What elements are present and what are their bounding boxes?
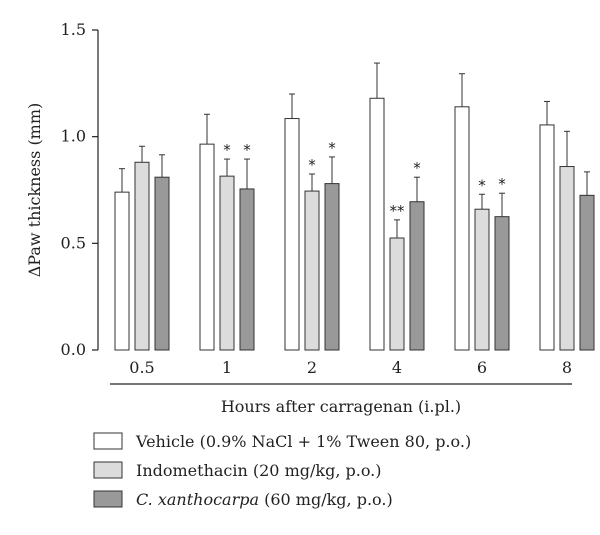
x-axis-label: Hours after carragenan (i.pl.) — [221, 397, 461, 416]
bar — [389, 237, 405, 351]
bar — [454, 106, 470, 351]
significance-marker: * — [328, 139, 336, 157]
bar — [199, 143, 215, 351]
legend-swatch — [93, 490, 123, 508]
bar — [284, 118, 300, 351]
x-tick-label: 0.5 — [129, 358, 154, 377]
y-tick-label: 0.5 — [61, 233, 86, 252]
legend-label: Vehicle (0.9% NaCl + 1% Tween 80, p.o.) — [135, 432, 471, 451]
bar — [114, 191, 130, 351]
significance-marker: * — [308, 156, 316, 174]
x-tick-label: 1 — [222, 358, 232, 377]
bar — [239, 188, 255, 351]
y-axis-label: ΔPaw thickness (mm) — [25, 103, 44, 278]
legend-swatch — [93, 461, 123, 479]
bar — [579, 194, 595, 351]
y-tick-label: 1.0 — [61, 127, 86, 146]
bar — [369, 97, 385, 351]
bar — [539, 124, 555, 351]
bar — [134, 161, 150, 351]
bar — [324, 183, 340, 351]
bar — [474, 208, 490, 351]
significance-marker: * — [243, 141, 251, 159]
y-tick-label: 1.5 — [61, 20, 86, 39]
y-axis: 0.0 0.5 1.0 1.5 ΔPaw thickness (mm) — [25, 20, 99, 359]
significance-marker: * — [478, 176, 486, 194]
bars-group: * ******* * — [114, 62, 595, 351]
bar — [304, 190, 320, 351]
bar — [154, 176, 170, 351]
x-axis: 0.5 1 2 4 6 8 Hours after carragenan (i.pl.) — [110, 358, 572, 416]
bar — [219, 175, 235, 351]
significance-marker: * — [498, 175, 506, 193]
x-tick-label: 8 — [562, 358, 572, 377]
y-tick-label: 0.0 — [61, 340, 86, 359]
bar — [559, 166, 575, 351]
x-tick-label: 2 — [307, 358, 317, 377]
significance-marker: ** — [390, 202, 406, 220]
x-tick-label: 6 — [477, 358, 487, 377]
bar — [409, 201, 425, 351]
x-tick-label: 4 — [392, 358, 402, 377]
legend-swatch — [93, 432, 123, 450]
significance-marker: * — [223, 141, 231, 159]
legend-label: Indomethacin (20 mg/kg, p.o.) — [136, 461, 382, 480]
legend-label: C. xanthocarpa (60 mg/kg, p.o.) — [136, 490, 393, 509]
bar — [494, 216, 510, 351]
significance-marker: * — [413, 159, 421, 177]
legend: Vehicle (0.9% NaCl + 1% Tween 80, p.o.) I… — [93, 432, 471, 509]
